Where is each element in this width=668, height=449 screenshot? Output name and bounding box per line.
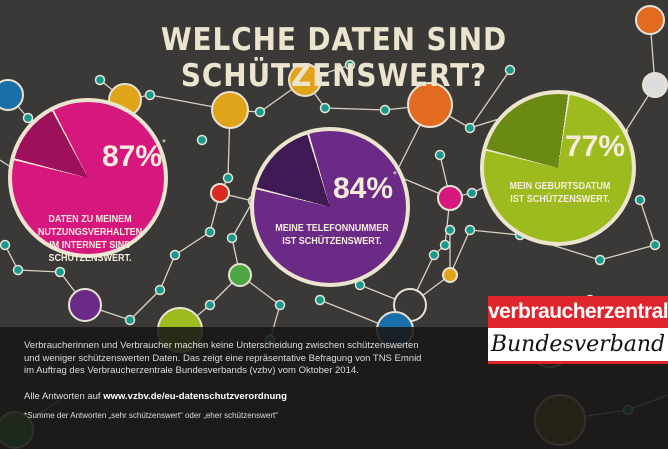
stat-label-line: NUTZUNGSVERHALTEN	[37, 227, 143, 238]
stat-percent: 87%*	[102, 138, 166, 174]
network-link	[17, 269, 61, 273]
description-line: Verbraucherinnen und Verbraucher machen …	[24, 340, 419, 351]
network-node	[442, 267, 458, 283]
network-dot	[344, 59, 356, 71]
footnote-marker: *	[625, 128, 629, 139]
stat-percent: 84%*	[333, 170, 397, 206]
network-dot	[319, 102, 331, 114]
network-node	[635, 5, 665, 35]
stat-percent: 77%*	[565, 128, 629, 164]
network-link	[449, 229, 471, 276]
network-dot	[196, 134, 208, 146]
link-prefix: Alle Antworten auf	[24, 391, 104, 402]
network-dot	[439, 239, 451, 251]
stat-label: MEIN GEBURTSDATUM IST SCHÜTZENSWERT.	[497, 180, 623, 206]
network-dot	[204, 226, 216, 238]
network-link	[159, 254, 176, 291]
link-line: Alle Antworten auf www.vzbv.de/eu-datens…	[24, 391, 287, 404]
network-dot	[22, 112, 34, 124]
network-dot	[464, 224, 476, 236]
survey-link[interactable]: www.vzbv.de/eu-datenschutzverordnung	[103, 391, 287, 402]
network-dot	[274, 299, 286, 311]
stat-label-line: IM INTERNET SIND	[49, 240, 131, 251]
network-dot	[464, 122, 476, 134]
description-text: Verbraucherinnen und Verbraucher machen …	[24, 340, 421, 378]
stat-label-line: MEIN GEBURTSDATUM	[509, 181, 611, 192]
footnote-marker: *	[393, 170, 397, 181]
network-node	[210, 183, 230, 203]
stat-label-line: SCHÜTZENSWERT.	[48, 253, 132, 264]
network-dot	[428, 249, 440, 261]
network-dot	[634, 194, 646, 206]
network-dot	[12, 264, 24, 276]
network-node	[228, 263, 252, 287]
stat-label: MEINE TELEFONNUMMER IST SCHÜTZENSWERT.	[269, 222, 395, 248]
network-link	[231, 200, 254, 239]
percent-value: 84%	[333, 172, 394, 205]
stat-label-line: IST SCHÜTZENSWERT.	[510, 194, 610, 205]
logo-bundesverband: Bundesverband	[488, 328, 668, 364]
stat-label-line: IST SCHÜTZENSWERT.	[282, 236, 382, 247]
network-node	[437, 185, 463, 211]
network-dot	[434, 149, 446, 161]
network-link	[599, 244, 656, 261]
network-node	[288, 63, 322, 97]
network-dot	[0, 239, 11, 251]
page-title: WELCHE DATEN SIND SCHÜTZENSWERT?	[160, 22, 508, 94]
network-dot	[504, 64, 516, 76]
network-dot	[144, 89, 156, 101]
network-link	[324, 107, 386, 111]
network-dot	[94, 74, 106, 86]
network-dot	[594, 254, 606, 266]
stat-pie-1	[8, 98, 168, 258]
stat-label: DATEN ZU MEINEM NUTZUNGSVERHALTEN IM INTER…	[27, 213, 153, 265]
description-line: im Auftrag des Verbraucherzentrale Bunde…	[24, 365, 359, 376]
network-dot	[54, 266, 66, 278]
stat-label-line: MEINE TELEFONNUMMER	[275, 223, 389, 234]
percent-value: 87%	[102, 140, 163, 173]
stat-pie-2	[250, 127, 410, 287]
footnote-marker: *	[162, 138, 166, 149]
stat-label-line: DATEN ZU MEINEM	[48, 214, 132, 225]
network-dot	[649, 239, 661, 251]
network-link	[639, 199, 656, 246]
network-dot	[169, 249, 181, 261]
network-dot	[314, 294, 326, 306]
network-dot	[444, 224, 456, 236]
network-node	[211, 91, 249, 129]
percent-value: 77%	[565, 130, 626, 163]
description-line: und weniger schützenswerten Daten. Das z…	[24, 352, 422, 364]
network-dot	[204, 299, 216, 311]
network-link	[129, 289, 161, 321]
stat-pie-3	[480, 90, 636, 246]
network-dot	[466, 187, 478, 199]
logo-verbraucherzentrale: verbraucherzentrale	[488, 296, 668, 328]
network-node	[68, 288, 102, 322]
network-dot	[254, 106, 266, 118]
network-link	[174, 231, 211, 256]
network-dot	[226, 232, 238, 244]
network-node	[407, 82, 453, 128]
network-node	[0, 79, 24, 111]
network-dot	[154, 284, 166, 296]
network-dot	[124, 314, 136, 326]
network-node	[642, 72, 668, 98]
network-link	[469, 229, 521, 236]
network-dot	[379, 104, 391, 116]
footnote: *Summe der Antworten „sehr schützenswert…	[24, 411, 278, 420]
network-link	[469, 69, 511, 129]
network-dot	[222, 172, 234, 184]
